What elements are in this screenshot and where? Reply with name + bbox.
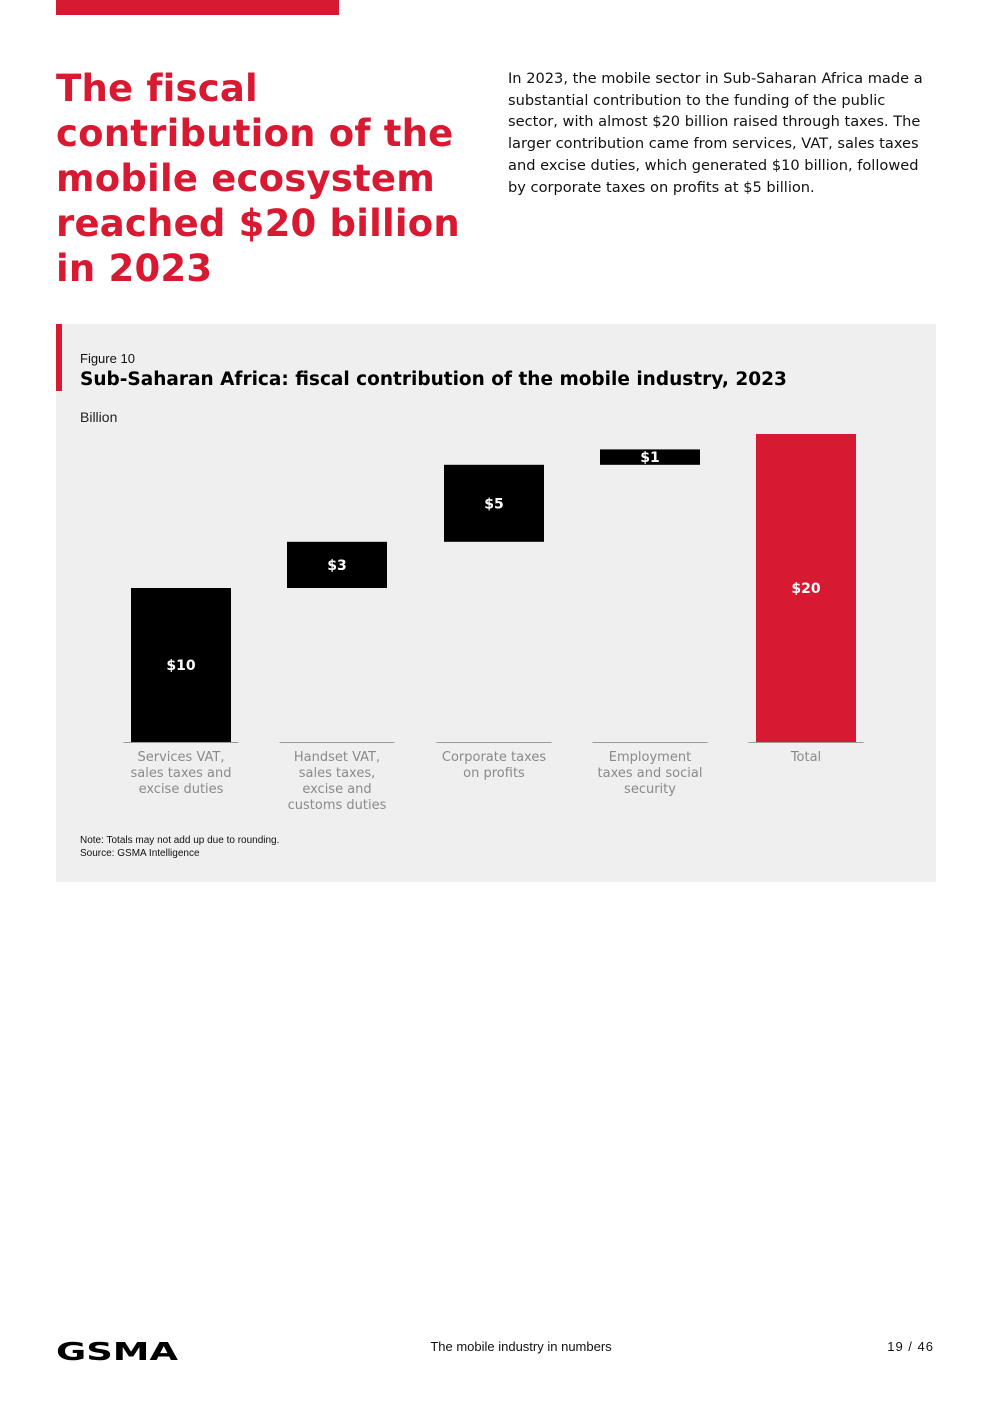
bar <box>600 449 700 465</box>
category-label-line: taxes and social <box>598 766 703 781</box>
figure-notes: Note: Totals may not add up due to round… <box>80 834 279 860</box>
category-label-line: Handset VAT, <box>294 750 380 765</box>
logo-text: GSMA <box>56 1338 179 1364</box>
category-label-line: Corporate taxes <box>442 750 546 765</box>
page-headline: The fiscal contribution of the mobile ec… <box>56 67 460 290</box>
category-label: Handset VAT, sales taxes, excise and custom… <box>288 750 387 813</box>
data-label: $5 <box>484 496 503 512</box>
gsma-logo-mark: GSMA <box>56 1337 179 1366</box>
source-text: Source: GSMA Intelligence <box>80 848 200 859</box>
figure-label: Figure 10 <box>80 351 135 366</box>
category-label: Services VAT, sales taxes and excise dutie… <box>131 750 232 797</box>
unit-label: Billion <box>80 409 118 425</box>
category-label: Employment taxes and social security <box>598 750 703 797</box>
bar <box>287 541 387 588</box>
category-label: Corporate taxes on profits <box>442 750 546 781</box>
data-label: $1 <box>640 450 659 466</box>
note-text: Note: Totals may not add up due to round… <box>80 835 280 846</box>
category-label-line: excise and <box>302 782 371 797</box>
category-label: Total <box>790 750 821 765</box>
category-label-line: sales taxes and <box>131 766 232 781</box>
category-label-line: Services VAT, <box>138 750 225 765</box>
top-accent-bar <box>56 0 339 15</box>
category-label-line: customs duties <box>288 798 387 813</box>
data-label: $20 <box>791 581 820 597</box>
gsma-logo: GSMA <box>56 1337 180 1369</box>
data-label: $10 <box>166 658 195 674</box>
page-number: 19 / 46 <box>887 1339 934 1354</box>
category-label-line: security <box>624 782 676 797</box>
bar <box>756 434 856 742</box>
category-label-line: sales taxes, <box>299 766 376 781</box>
category-label-line: excise duties <box>139 782 224 797</box>
waterfall-chart: $10 Services VAT, sales taxes and excise du… <box>123 434 864 813</box>
bar <box>131 588 231 742</box>
intro-paragraph: In 2023, the mobile sector in Sub-Sahara… <box>508 70 923 196</box>
footer-title: The mobile industry in numbers <box>430 1339 612 1354</box>
figure-accent-bar <box>56 324 62 391</box>
data-label: $3 <box>327 558 346 574</box>
category-label-line: on profits <box>463 766 525 781</box>
category-label-line: Total <box>790 750 821 765</box>
category-label-line: Employment <box>609 750 691 765</box>
bar <box>444 464 544 542</box>
figure-title: Sub-Saharan Africa: fiscal contribution … <box>80 369 787 390</box>
figure-panel: Figure 10 Sub-Saharan Africa: fiscal con… <box>56 324 936 882</box>
